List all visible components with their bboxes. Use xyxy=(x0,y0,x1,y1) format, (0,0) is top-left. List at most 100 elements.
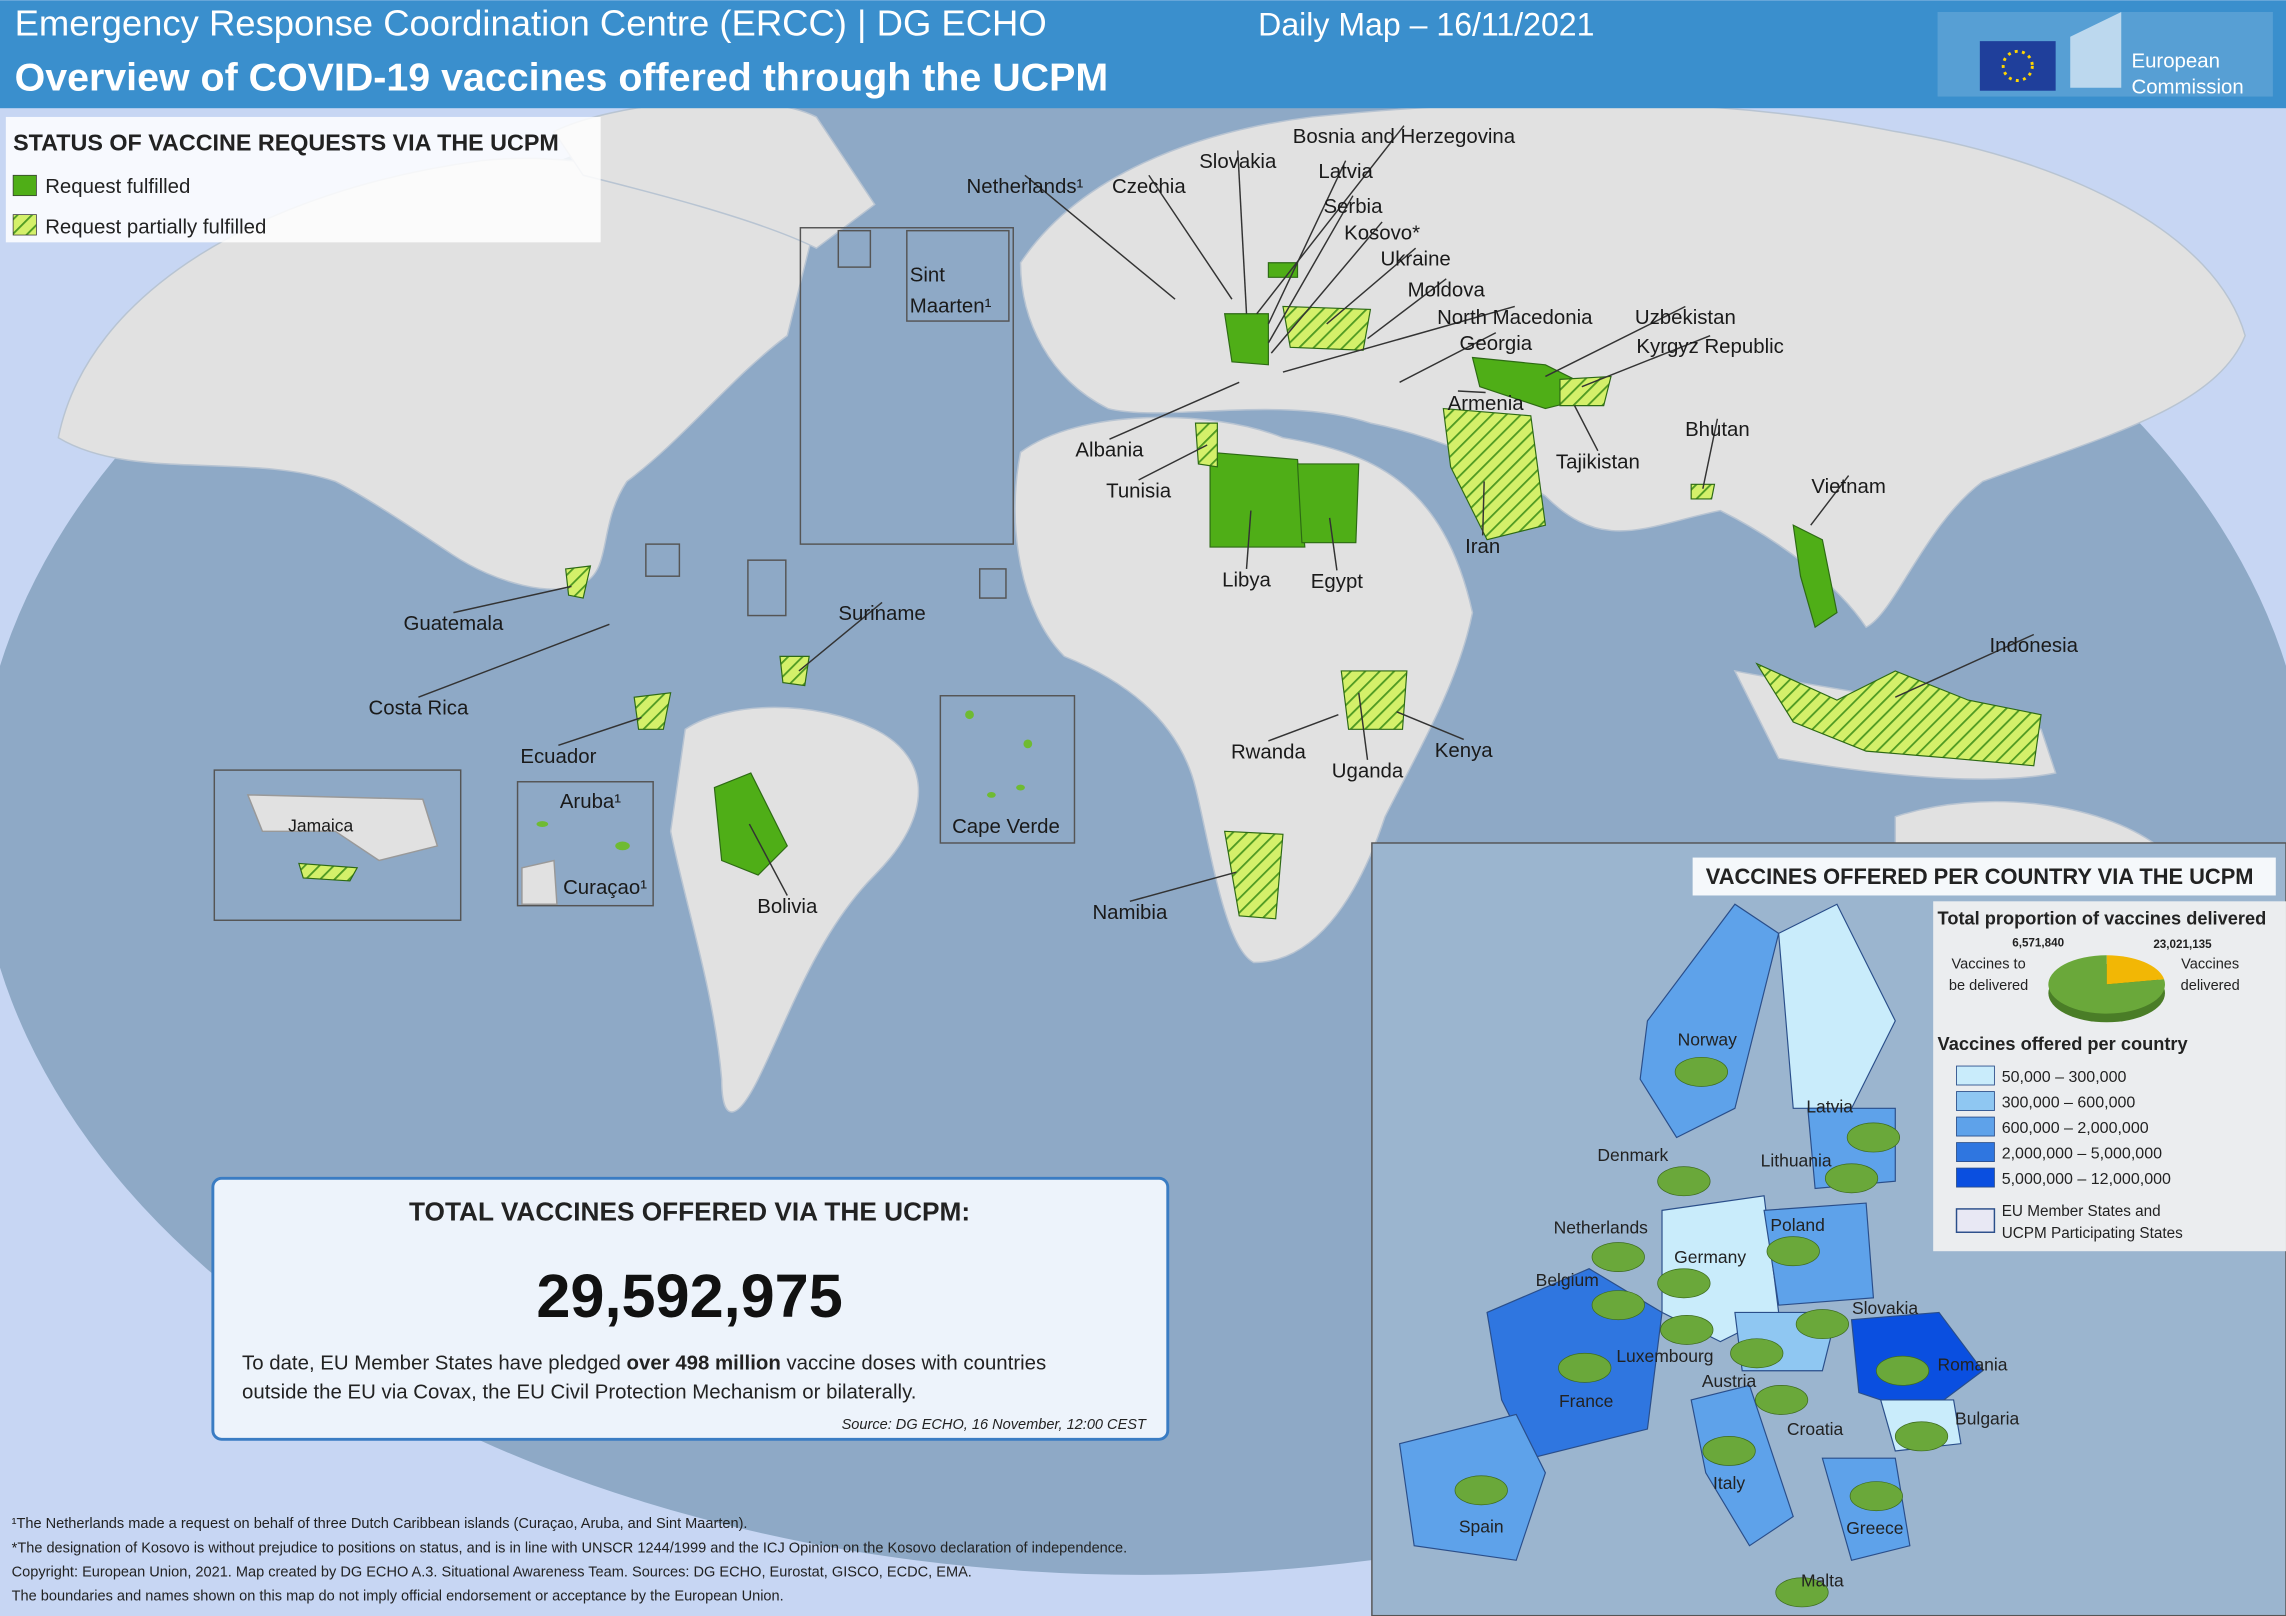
legend-box xyxy=(5,116,601,243)
country-label: Rwanda xyxy=(1231,741,1307,763)
leader-line xyxy=(453,585,572,614)
country-label: Armenia xyxy=(1448,393,1525,415)
header-date: Daily Map – 16/11/2021 xyxy=(1258,6,1594,42)
country-label: Indonesia xyxy=(1990,635,2079,657)
country-label: Namibia xyxy=(1092,902,1168,924)
country-labels: Bosnia and Herzegovina Slovakia Latvia Neth… xyxy=(369,125,2079,924)
country-label: Tajikistan xyxy=(1556,451,1640,473)
legend-item: Request partially fulfilled xyxy=(45,217,266,239)
status-countries xyxy=(298,262,2042,920)
footnote: The boundaries and names shown on this m… xyxy=(12,1588,784,1604)
inset-title-box xyxy=(1692,857,2276,896)
class-label: 5,000,000 – 12,000,000 xyxy=(2002,1170,2171,1188)
leader-line xyxy=(1328,517,1338,571)
leader-line xyxy=(1481,481,1485,536)
leader-line xyxy=(1270,221,1383,354)
country-label: Georgia xyxy=(1460,333,1533,355)
country-label: Moldova xyxy=(1408,279,1486,301)
inset-label: Sint xyxy=(910,265,945,287)
class-label: 2,000,000 – 5,000,000 xyxy=(2002,1145,2162,1163)
inset-label: Maarten¹ xyxy=(910,295,992,317)
leader-line xyxy=(1396,711,1465,741)
inset-country-labels: Norway Latvia Denmark Lithuania Netherlands P… xyxy=(1459,1030,2020,1591)
inset-country-label: Romania xyxy=(1938,1355,2008,1375)
inset-country-label: Germany xyxy=(1674,1247,1746,1267)
country-label: Suriname xyxy=(838,603,925,625)
member-legend: EU Member States and xyxy=(2002,1203,2161,1220)
classes-title: Vaccines offered per country xyxy=(1938,1034,2189,1054)
country-label: Serbia xyxy=(1323,196,1383,218)
logo-text: Commission xyxy=(2131,77,2243,99)
logo-text: European xyxy=(2131,50,2220,72)
leader-line xyxy=(1267,160,1347,325)
legend-swatch xyxy=(1955,1208,1996,1233)
pie-chart: 6,571,840 23,021,135 Vaccines to be deliver… xyxy=(1949,937,2240,1023)
leader-line xyxy=(1399,332,1497,383)
legend-swatch xyxy=(1956,1142,1995,1162)
class-label: 300,000 – 600,000 xyxy=(2002,1094,2136,1112)
legend-swatch xyxy=(12,214,37,236)
leader-line xyxy=(1245,510,1252,569)
member-legend: UCPM Participating States xyxy=(2002,1225,2183,1242)
country-label: Kosovo* xyxy=(1344,222,1420,244)
leader-line xyxy=(1457,390,1486,394)
inset-label: Cape Verde xyxy=(952,816,1060,838)
country-label: North Macedonia xyxy=(1437,307,1593,329)
pie-category: be delivered xyxy=(1949,978,2028,994)
leader-line xyxy=(1702,418,1719,489)
footnotes: ¹The Netherlands made a request on behal… xyxy=(12,1516,1128,1604)
leader-line xyxy=(798,601,883,672)
inset-country-label: Norway xyxy=(1678,1030,1738,1050)
legend-swatch xyxy=(1956,1116,1995,1137)
leader-line xyxy=(1326,247,1417,325)
country-label: Ukraine xyxy=(1380,249,1450,271)
text-part: vaccine doses with countries xyxy=(781,1352,1046,1374)
pie-category: Vaccines to xyxy=(1951,956,2025,972)
leader-line xyxy=(1810,475,1850,526)
total-text: To date, EU Member States have pledged o… xyxy=(242,1352,1046,1374)
country-label: Albania xyxy=(1075,440,1144,462)
total-box xyxy=(211,1176,1170,1441)
legend-swatch xyxy=(1956,1167,1995,1188)
country-label: Guatemala xyxy=(403,613,503,635)
leader-line xyxy=(748,823,788,896)
leader-line xyxy=(1545,305,1686,378)
leader-line xyxy=(1282,305,1515,373)
inset-country-label: Slovakia xyxy=(1852,1298,1918,1318)
leader-line xyxy=(1367,278,1447,340)
legend-swatch xyxy=(1956,1065,1995,1086)
inset-islands xyxy=(246,794,558,905)
leader-line xyxy=(1129,871,1237,903)
leader-line xyxy=(1148,174,1233,300)
inset-country-label: Lithuania xyxy=(1761,1151,1832,1171)
leader-line xyxy=(1109,381,1240,440)
legend-swatch xyxy=(1956,1091,1995,1111)
inset-title: VACCINES OFFERED PER COUNTRY VIA THE UCP… xyxy=(1706,864,2254,889)
inset-country-label: Bulgaria xyxy=(1955,1409,2019,1429)
leader-line xyxy=(1237,150,1248,314)
text-part: To date, EU Member States have pledged xyxy=(242,1352,627,1374)
country-label: Bosnia and Herzegovina xyxy=(1293,126,1516,148)
pie-category: Vaccines xyxy=(2181,956,2239,972)
country-label: Iran xyxy=(1465,536,1500,558)
inset-country-label: Latvia xyxy=(1806,1097,1853,1117)
logo: European Commission xyxy=(1937,11,2273,99)
country-label: Libya xyxy=(1222,569,1271,591)
leader-line xyxy=(1573,405,1599,452)
class-label: 50,000 – 300,000 xyxy=(2002,1068,2127,1086)
inset-country-label: Denmark xyxy=(1597,1145,1668,1165)
leader-line xyxy=(418,623,610,698)
leader-line xyxy=(1581,334,1711,388)
inset-country-label: Luxembourg xyxy=(1616,1346,1713,1366)
inset-country-label: France xyxy=(1559,1391,1613,1411)
total-source: Source: DG ECHO, 16 November, 12:00 CEST xyxy=(842,1417,1147,1433)
country-label: Uzbekistan xyxy=(1635,307,1736,329)
legend-swatch xyxy=(12,174,37,197)
pie-value-label: 6,571,840 xyxy=(2012,937,2064,950)
country-label: Czechia xyxy=(1112,176,1186,198)
legend-item: Request fulfilled xyxy=(45,176,190,198)
country-label: Bolivia xyxy=(757,896,818,918)
country-label: Bhutan xyxy=(1685,419,1750,441)
inset-country-label: Belgium xyxy=(1536,1270,1599,1290)
